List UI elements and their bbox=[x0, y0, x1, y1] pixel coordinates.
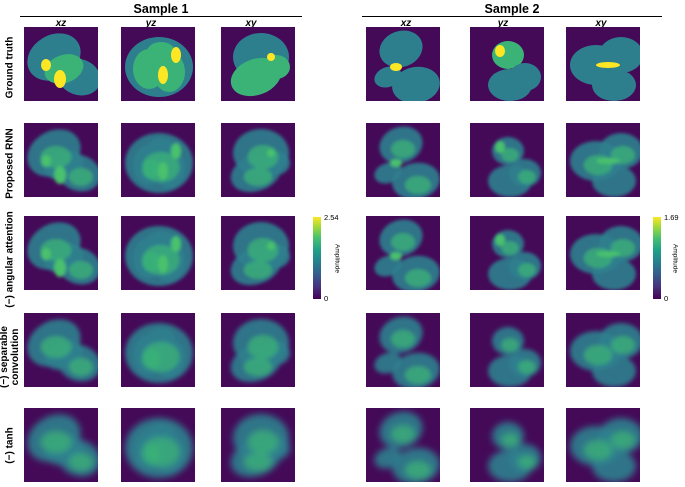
slice-image-separable-convolution-s1-yz bbox=[121, 313, 195, 387]
slice-image-proposed-rnn-s1-xz bbox=[24, 123, 98, 197]
column-header-s2-xz: xz bbox=[400, 18, 412, 29]
slice-image-ground-truth-s2-xy bbox=[566, 27, 640, 101]
slice-image-ground-truth-s1-xy bbox=[221, 27, 295, 101]
colorbar-1-label: Amplitude bbox=[333, 244, 341, 273]
row-label-ground-truth: Ground truth bbox=[4, 36, 16, 99]
slice-image-tanh-s2-yz bbox=[470, 408, 544, 482]
slice-image-tanh-s1-xz bbox=[24, 408, 98, 482]
slice-image-angular-attention-s2-yz bbox=[470, 216, 544, 290]
column-header-s1-xy: xy bbox=[245, 18, 257, 29]
slice-image-separable-convolution-s1-xy bbox=[221, 313, 295, 387]
slice-image-angular-attention-s2-xz bbox=[366, 216, 440, 290]
row-label-angular-attention: (−) angular attention bbox=[4, 211, 16, 308]
slice-image-separable-convolution-s2-xy bbox=[566, 313, 640, 387]
sample-2-title: Sample 2 bbox=[484, 2, 540, 16]
column-header-s2-xy: xy bbox=[595, 18, 607, 29]
column-header-s2-yz: yz bbox=[497, 18, 509, 29]
slice-image-tanh-s1-xy bbox=[221, 408, 295, 482]
slice-image-angular-attention-s2-xy bbox=[566, 216, 640, 290]
column-header-s1-yz: yz bbox=[145, 18, 157, 29]
row-label-separable-convolution: (−) separable convolution bbox=[0, 326, 21, 388]
slice-image-ground-truth-s1-yz bbox=[121, 27, 195, 101]
colorbar-2-max: 1.69 bbox=[664, 213, 679, 222]
column-header-s1-xz: xz bbox=[55, 18, 67, 29]
slice-image-separable-convolution-s2-xz bbox=[366, 313, 440, 387]
sample-1-divider bbox=[20, 16, 302, 17]
slice-image-proposed-rnn-s2-xz bbox=[366, 123, 440, 197]
slice-image-separable-convolution-s1-xz bbox=[24, 313, 98, 387]
colorbar-2-min: 0 bbox=[664, 294, 669, 303]
slice-image-angular-attention-s1-xz bbox=[24, 216, 98, 290]
slice-image-angular-attention-s1-yz bbox=[121, 216, 195, 290]
colorbar-2-label: Amplitude bbox=[671, 244, 679, 273]
slice-image-proposed-rnn-s2-xy bbox=[566, 123, 640, 197]
slice-image-separable-convolution-s2-yz bbox=[470, 313, 544, 387]
slice-image-ground-truth-s1-xz bbox=[24, 27, 98, 101]
slice-image-tanh-s1-yz bbox=[121, 408, 195, 482]
row-label-tanh: (−) tanh bbox=[4, 427, 16, 464]
sample-2-divider bbox=[362, 16, 662, 17]
slice-image-tanh-s2-xz bbox=[366, 408, 440, 482]
colorbar-sample-2 bbox=[653, 217, 661, 299]
slice-image-proposed-rnn-s1-xy bbox=[221, 123, 295, 197]
slice-image-proposed-rnn-s1-yz bbox=[121, 123, 195, 197]
slice-image-ground-truth-s2-yz bbox=[470, 27, 544, 101]
slice-image-ground-truth-s2-xz bbox=[366, 27, 440, 101]
colorbar-sample-1 bbox=[313, 217, 321, 299]
slice-image-proposed-rnn-s2-yz bbox=[470, 123, 544, 197]
slice-image-angular-attention-s1-xy bbox=[221, 216, 295, 290]
colorbar-1-max: 2.54 bbox=[324, 213, 339, 222]
sample-1-title: Sample 1 bbox=[133, 2, 189, 16]
colorbar-1-min: 0 bbox=[324, 294, 329, 303]
slice-image-tanh-s2-xy bbox=[566, 408, 640, 482]
row-label-proposed-rnn: Proposed RNN bbox=[4, 128, 16, 199]
